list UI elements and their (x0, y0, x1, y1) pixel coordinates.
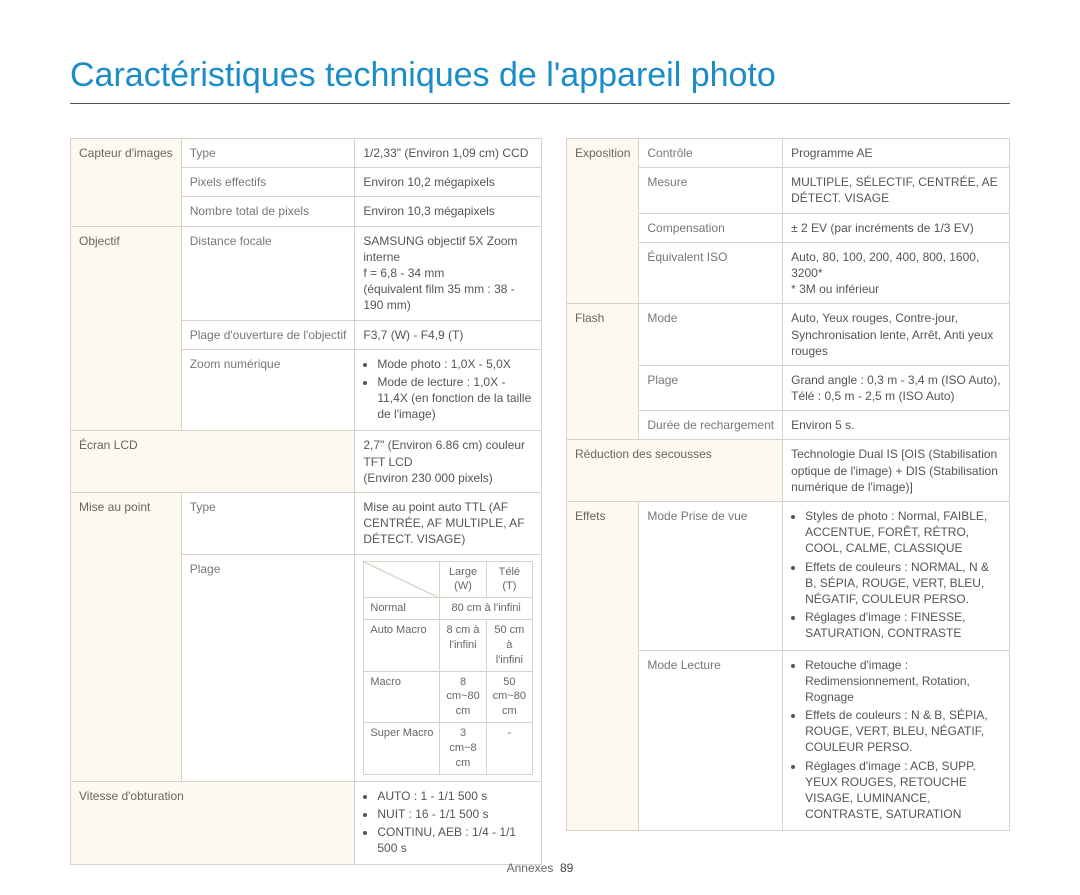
attr: Nombre total de pixels (181, 197, 355, 226)
val: ± 2 EV (par incréments de 1/3 EV) (783, 213, 1010, 242)
range-row-h: Normal (364, 598, 440, 620)
bullet: Réglages d'image : ACB, SUPP. YEUX ROUGE… (805, 758, 1001, 823)
attr: Type (181, 139, 355, 168)
bullet: CONTINU, AEB : 1/4 - 1/1 500 s (377, 824, 533, 856)
attr: Pixels effectifs (181, 168, 355, 197)
val: SAMSUNG objectif 5X Zoom internef = 6,8 … (355, 226, 542, 320)
range-diag (364, 561, 440, 598)
attr: Plage (639, 365, 783, 410)
attr: Plage (181, 554, 355, 781)
bullet: Styles de photo : Normal, FAIBLE, ACCENT… (805, 508, 1001, 557)
range-col-w: Large (W) (440, 561, 486, 598)
range-val: - (486, 723, 532, 775)
bullet: NUIT : 16 - 1/1 500 s (377, 806, 533, 822)
footer-label: Annexes (507, 861, 554, 875)
attr: Équivalent ISO (639, 242, 783, 304)
zoom-bullets: Mode photo : 1,0X - 5,0X Mode de lecture… (363, 356, 533, 423)
val: Technologie Dual IS [OIS (Stabilisation … (783, 440, 1010, 502)
val: Programme AE (783, 139, 1010, 168)
val: Retouche d'image : Redimensionnement, Ro… (783, 650, 1010, 831)
val: 1/2,33" (Environ 1,09 cm) CCD (355, 139, 542, 168)
range-col-t: Télé (T) (486, 561, 532, 598)
section-objectif: Objectif (71, 226, 182, 431)
section-ecran: Écran LCD (71, 431, 355, 493)
section-reduction: Réduction des secousses (567, 440, 783, 502)
section-flash: Flash (567, 304, 639, 440)
range-row-h: Macro (364, 671, 440, 723)
shutter-bullets: AUTO : 1 - 1/1 500 s NUIT : 16 - 1/1 500… (363, 788, 533, 857)
bullet: Effets de couleurs : NORMAL, N & B, SÉPI… (805, 559, 1001, 608)
right-spec-table: Exposition Contrôle Programme AE Mesure … (566, 138, 1010, 831)
attr: Durée de rechargement (639, 411, 783, 440)
page-title: Caractéristiques techniques de l'apparei… (70, 56, 1010, 104)
range-val: 8 cm~80 cm (440, 671, 486, 723)
bullet: Réglages d'image : FINESSE, SATURATION, … (805, 609, 1001, 641)
spec-columns: Capteur d'images Type 1/2,33" (Environ 1… (70, 138, 1010, 865)
range-row-h: Super Macro (364, 723, 440, 775)
attr: Distance focale (181, 226, 355, 320)
attr: Mesure (639, 168, 783, 213)
right-column: Exposition Contrôle Programme AE Mesure … (566, 138, 1010, 865)
val: Mise au point auto TTL (AF CENTRÉE, AF M… (355, 493, 542, 555)
attr: Plage d'ouverture de l'objectif (181, 320, 355, 349)
section-vitesse: Vitesse d'obturation (71, 781, 355, 865)
range-val: 50 cm~80 cm (486, 671, 532, 723)
bullet: Mode photo : 1,0X - 5,0X (377, 356, 533, 372)
attr: Mode (639, 304, 783, 366)
lecture-bullets: Retouche d'image : Redimensionnement, Ro… (791, 657, 1001, 823)
val: Auto, 80, 100, 200, 400, 800, 1600, 3200… (783, 242, 1010, 304)
bullet: Retouche d'image : Redimensionnement, Ro… (805, 657, 1001, 706)
val: Environ 10,2 mégapixels (355, 168, 542, 197)
val: Grand angle : 0,3 m - 3,4 m (ISO Auto),T… (783, 365, 1010, 410)
attr: Compensation (639, 213, 783, 242)
attr: Contrôle (639, 139, 783, 168)
val: Styles de photo : Normal, FAIBLE, ACCENT… (783, 502, 1010, 651)
range-val: 3 cm~8 cm (440, 723, 486, 775)
page: Caractéristiques techniques de l'apparei… (0, 0, 1080, 895)
left-column: Capteur d'images Type 1/2,33" (Environ 1… (70, 138, 542, 865)
section-capteur: Capteur d'images (71, 139, 182, 227)
val: Mode photo : 1,0X - 5,0X Mode de lecture… (355, 349, 542, 431)
val: MULTIPLE, SÉLECTIF, CENTRÉE, AE DÉTECT. … (783, 168, 1010, 213)
val: Environ 5 s. (783, 411, 1010, 440)
bullet: Effets de couleurs : N & B, SÉPIA, ROUGE… (805, 707, 1001, 756)
val: AUTO : 1 - 1/1 500 s NUIT : 16 - 1/1 500… (355, 781, 542, 865)
page-footer: Annexes 89 (0, 861, 1080, 875)
focus-range-table: Large (W) Télé (T) Normal 80 cm à l'infi… (363, 561, 533, 775)
attr: Mode Prise de vue (639, 502, 783, 651)
attr: Mode Lecture (639, 650, 783, 831)
val: Auto, Yeux rouges, Contre-jour, Synchron… (783, 304, 1010, 366)
val: F3,7 (W) - F4,9 (T) (355, 320, 542, 349)
range-val: 50 cm à l'infini (486, 620, 532, 672)
prise-bullets: Styles de photo : Normal, FAIBLE, ACCENT… (791, 508, 1001, 642)
bullet: Mode de lecture : 1,0X - 11,4X (en fonct… (377, 374, 533, 423)
attr: Zoom numérique (181, 349, 355, 431)
section-mise: Mise au point (71, 493, 182, 782)
range-row-h: Auto Macro (364, 620, 440, 672)
range-val: 80 cm à l'infini (440, 598, 533, 620)
val: 2,7" (Environ 6.86 cm) couleur TFT LCD(E… (355, 431, 542, 493)
focus-range-cell: Large (W) Télé (T) Normal 80 cm à l'infi… (355, 554, 542, 781)
range-val: 8 cm à l'infini (440, 620, 486, 672)
bullet: AUTO : 1 - 1/1 500 s (377, 788, 533, 804)
attr: Type (181, 493, 355, 555)
val: Environ 10,3 mégapixels (355, 197, 542, 226)
section-exposition: Exposition (567, 139, 639, 304)
left-spec-table: Capteur d'images Type 1/2,33" (Environ 1… (70, 138, 542, 865)
section-effets: Effets (567, 502, 639, 831)
page-number: 89 (560, 861, 573, 875)
